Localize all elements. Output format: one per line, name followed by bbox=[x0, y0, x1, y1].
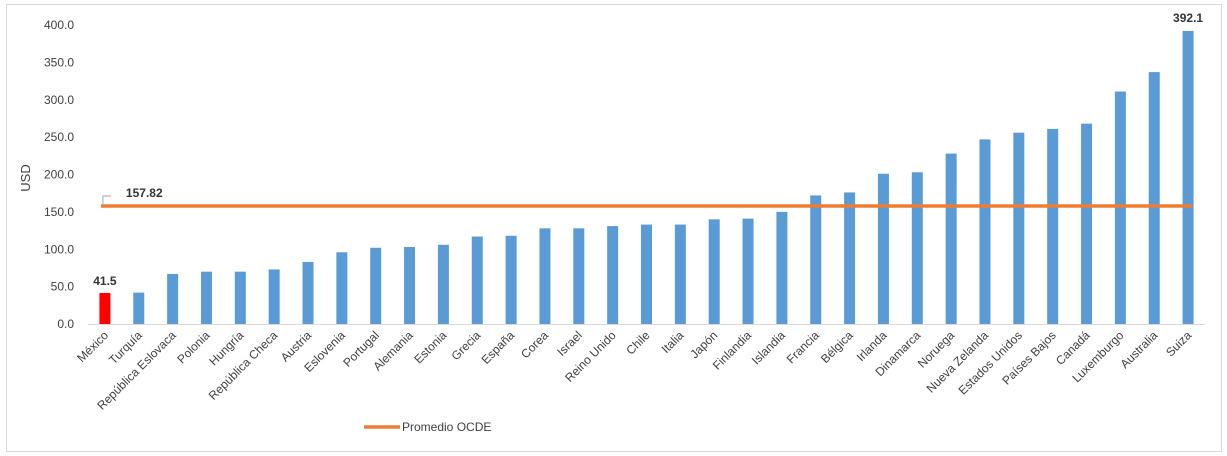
x-tick-label: Israel bbox=[554, 328, 585, 359]
bar bbox=[1047, 128, 1059, 324]
axes: 0.0 50.0 100.0 150.0 200.0 250.0 300.0 350.0 400… bbox=[44, 18, 1205, 331]
bar bbox=[471, 236, 483, 324]
reference-label-leader bbox=[102, 195, 111, 207]
bar bbox=[302, 261, 314, 324]
bar bbox=[979, 139, 991, 324]
bar bbox=[742, 218, 754, 324]
reference-line-group bbox=[100, 195, 1193, 208]
y-tick-label: 150.0 bbox=[44, 205, 74, 219]
chart-frame bbox=[6, 4, 1222, 452]
x-tick-label: Corea bbox=[518, 328, 551, 361]
data-labels: 157.82 41.5 392.1 bbox=[93, 11, 1203, 288]
bar bbox=[844, 192, 856, 324]
bar bbox=[1081, 123, 1093, 324]
bar bbox=[1148, 72, 1160, 324]
x-tick-label: Estonia bbox=[411, 328, 449, 366]
reference-value-label: 157.82 bbox=[126, 186, 163, 200]
bar bbox=[1182, 30, 1194, 325]
bar bbox=[133, 292, 145, 324]
bar bbox=[505, 235, 517, 324]
y-tick-label: 300.0 bbox=[44, 93, 74, 107]
y-tick-label: 50.0 bbox=[51, 280, 75, 294]
y-axis-title: USD bbox=[18, 164, 33, 191]
bar bbox=[234, 271, 246, 324]
bar bbox=[945, 153, 957, 324]
y-tick-label: 0.0 bbox=[57, 317, 74, 331]
x-tick-label: Francia bbox=[784, 328, 822, 366]
y-tick-label: 250.0 bbox=[44, 130, 74, 144]
bar bbox=[99, 292, 111, 324]
bar bbox=[1013, 132, 1025, 324]
x-tick-label: Polonia bbox=[174, 328, 212, 366]
bar bbox=[573, 228, 585, 324]
legend-label: Promedio OCDE bbox=[402, 420, 491, 434]
bar bbox=[268, 269, 280, 324]
bar bbox=[708, 219, 720, 324]
y-tick-label: 350.0 bbox=[44, 55, 74, 69]
bar bbox=[370, 247, 382, 324]
bar bbox=[167, 273, 179, 324]
bar bbox=[336, 252, 348, 324]
bar bbox=[404, 247, 416, 324]
bar bbox=[607, 226, 619, 324]
max-value-label: 392.1 bbox=[1173, 11, 1203, 25]
x-tick-label: Italia bbox=[659, 328, 687, 356]
highlight-value-label: 41.5 bbox=[93, 274, 117, 288]
x-tick-label: Chile bbox=[623, 328, 652, 357]
y-tick-label: 200.0 bbox=[44, 168, 74, 182]
x-tick-label: Australia bbox=[1117, 328, 1160, 371]
bar bbox=[877, 173, 889, 324]
x-tick-label: Suiza bbox=[1163, 328, 1194, 359]
legend: Promedio OCDE bbox=[364, 420, 491, 434]
x-tick-label: Islandia bbox=[749, 328, 788, 367]
bar bbox=[641, 224, 652, 324]
y-tick-label: 400.0 bbox=[44, 18, 74, 32]
bar bbox=[674, 224, 686, 324]
y-tick-label: 100.0 bbox=[44, 242, 74, 256]
bars bbox=[99, 30, 1194, 325]
bar bbox=[776, 211, 788, 324]
x-tick-label: México bbox=[74, 328, 111, 365]
x-tick-label: Bélgica bbox=[818, 328, 856, 366]
x-tick-label: España bbox=[479, 328, 518, 367]
bar bbox=[200, 271, 212, 324]
bar bbox=[810, 195, 822, 324]
bar bbox=[437, 244, 449, 324]
bar bbox=[539, 228, 551, 324]
bar bbox=[911, 172, 923, 324]
